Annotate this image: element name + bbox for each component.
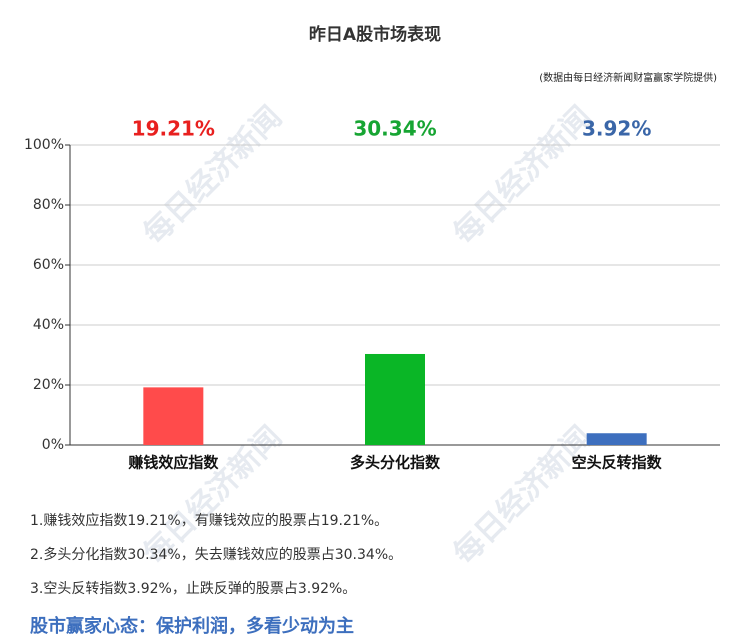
note: 2.多头分化指数30.34%，失去赚钱效应的股票占30.34%。: [30, 546, 402, 563]
y-tick-label: 60%: [33, 257, 64, 273]
y-tick-label: 40%: [33, 317, 64, 333]
value-label: 19.21%: [132, 117, 215, 141]
note: 3.空头反转指数3.92%，止跌反弹的股票占3.92%。: [30, 581, 356, 597]
bar: [586, 433, 647, 445]
value-label: 30.34%: [353, 117, 436, 141]
y-tick-label: 0%: [42, 437, 64, 453]
y-tick-label: 100%: [24, 137, 64, 153]
headline: 股市赢家心态：保护利润，多看少动为主: [29, 615, 354, 637]
watermark: 每日经济新闻: [447, 420, 599, 572]
bar: [365, 353, 425, 445]
chart-subtitle: (数据由每日经济新闻财富赢家学院提供): [539, 71, 717, 84]
x-tick-label: 赚钱效应指数: [127, 454, 219, 472]
x-tick-label: 空头反转指数: [572, 454, 663, 472]
note: 1.赚钱效应指数19.21%，有赚钱效应的股票占19.21%。: [30, 512, 388, 529]
chart-title: 昨日A股市场表现: [309, 24, 441, 45]
bar: [143, 387, 204, 445]
y-tick-label: 20%: [33, 377, 64, 393]
x-tick-label: 多头分化指数: [350, 454, 441, 472]
watermark: 每日经济新闻: [447, 100, 599, 252]
value-label: 3.92%: [582, 117, 651, 141]
y-tick-label: 80%: [33, 197, 64, 213]
watermarks: 每日经济新闻 每日经济新闻 每日经济新闻 每日经济新闻: [137, 100, 599, 572]
